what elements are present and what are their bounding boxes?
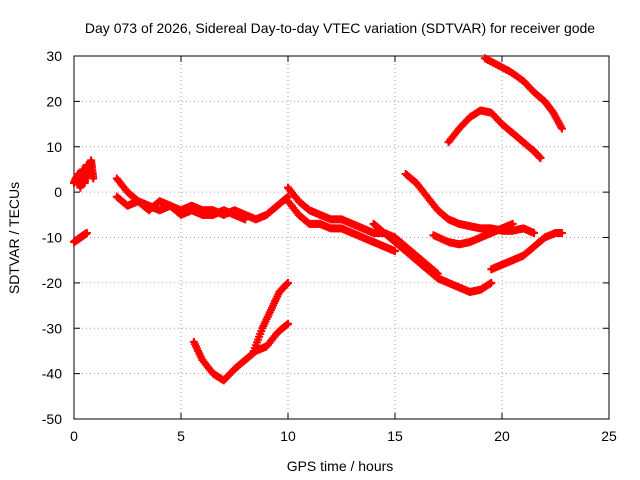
y-tick-label: 0 [54,184,62,200]
x-tick-label: 15 [387,428,403,444]
series-arc-9 [369,219,496,296]
data-point [241,215,250,224]
data-point [530,228,539,237]
x-tick-label: 20 [494,428,510,444]
y-tick-label: -40 [42,366,62,382]
data-point [557,124,566,133]
data-point [282,320,291,329]
y-tick-label: 30 [46,48,62,64]
series-arc-12 [444,106,545,163]
y-tick-label: -50 [42,411,62,427]
data-point [82,228,91,237]
y-tick-label: -30 [42,320,62,336]
series-arc-14 [480,54,566,133]
y-tick-label: -20 [42,275,62,291]
data-point [89,174,98,183]
x-tick-label: 25 [601,428,617,444]
data-point [391,247,399,256]
y-tick-label: 20 [46,93,62,109]
data-point [284,319,292,328]
y-tick-label: -10 [42,230,62,246]
data-point [557,228,566,237]
x-tick-label: 10 [280,428,296,444]
series-arc-10 [401,169,539,237]
series-arc-5 [284,183,442,278]
series-arc-11 [429,219,517,249]
series-arc-2 [70,228,91,247]
grid [74,56,609,419]
y-tick-label: 10 [46,139,62,155]
x-tick-labels: 0 5 10 15 20 25 [70,428,617,444]
data-point [284,278,292,287]
data-point [487,278,496,287]
series-arc-1 [70,156,98,192]
data-point [536,154,545,163]
chart-title: Day 073 of 2026, Sidereal Day-to-day VTE… [85,20,595,36]
x-tick-label: 0 [70,428,78,444]
y-tick-labels: -50 -40 -30 -20 -10 0 10 20 30 [42,48,62,427]
data-point [282,280,291,289]
series-arc-4 [112,192,250,224]
data-series [70,54,566,385]
series-arc-13 [487,228,566,274]
series-arc-8 [249,278,292,355]
x-axis-label: GPS time / hours [287,458,394,474]
y-axis-label: SDTVAR / TECUs [6,182,22,294]
series-arc-6 [284,197,399,256]
data-point [508,219,517,228]
series-arc-7 [189,319,292,385]
x-tick-label: 5 [177,428,185,444]
